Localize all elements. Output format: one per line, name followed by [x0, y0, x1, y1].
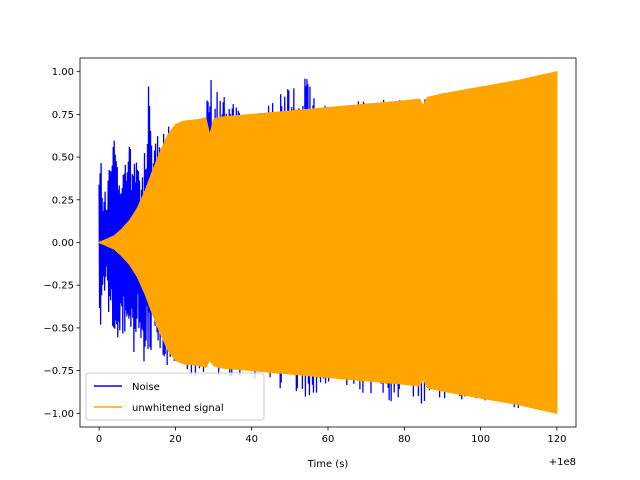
x-tick-label: 40: [245, 434, 258, 445]
plot-area: [97, 71, 558, 414]
x-tick-label: 20: [169, 434, 182, 445]
x-tick-label: 0: [96, 434, 102, 445]
y-tick-label: −1.00: [43, 409, 74, 420]
x-tick-label: 60: [322, 434, 335, 445]
legend-label: Noise: [132, 382, 160, 393]
series-area-unwhitened-signal: [97, 71, 558, 414]
y-tick-label: −0.75: [43, 366, 74, 377]
plot-clipped: [97, 71, 558, 414]
x-axis-label: Time (s): [307, 459, 349, 470]
y-tick-label: 1.00: [52, 67, 74, 78]
legend: Noise unwhitened signal: [85, 372, 265, 421]
axes: 0 20 40 60 80 100 120 −1.00 −0.75 −0.50 −0.25 0.00 0…: [43, 57, 577, 445]
x-tick-label: 120: [547, 434, 566, 445]
legend-label: unwhitened signal: [132, 403, 224, 414]
y-tick-label: 0.25: [52, 195, 74, 206]
x-tick-label: 100: [471, 434, 490, 445]
y-tick-label: 0.00: [52, 238, 74, 249]
y-tick-label: 0.75: [52, 110, 74, 121]
legend-box: [85, 372, 265, 421]
y-tick-label: −0.50: [43, 323, 74, 334]
y-tick-label: −0.25: [43, 281, 74, 292]
y-tick-label: 0.50: [52, 153, 74, 164]
x-axis-offset-label: +1e8: [549, 457, 576, 468]
x-tick-label: 80: [398, 434, 411, 445]
